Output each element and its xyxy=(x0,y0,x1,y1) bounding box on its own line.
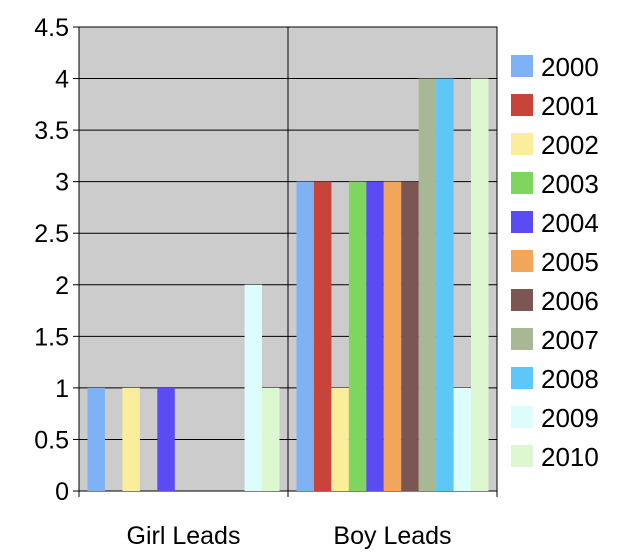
category-label: Girl Leads xyxy=(127,522,241,550)
legend-label: 2009 xyxy=(541,403,599,433)
x-axis-categories: Girl Leads Boy Leads xyxy=(127,522,452,550)
legend: 2000 2001 2002 2003 2004 2005 2006 2007 2008 2009… xyxy=(511,52,599,472)
legend-label: 2001 xyxy=(541,91,599,121)
bar-2006-boy-leads xyxy=(401,181,419,491)
legend-label: 2004 xyxy=(541,208,599,238)
legend-swatch xyxy=(511,55,533,77)
legend-swatch xyxy=(511,406,533,428)
legend-label: 2002 xyxy=(541,130,599,160)
bars xyxy=(87,78,489,492)
bar-2007-boy-leads xyxy=(418,78,437,492)
legend-label: 2000 xyxy=(541,52,599,82)
legend-swatch xyxy=(511,250,533,272)
legend-label: 2008 xyxy=(541,364,599,394)
y-tick-label: 1.5 xyxy=(34,323,69,351)
bar-2000-girl-leads xyxy=(87,387,105,491)
legend-swatch xyxy=(511,172,533,194)
category-label: Boy Leads xyxy=(333,522,451,550)
y-tick-label: 0.5 xyxy=(34,426,69,454)
bar-2009-boy-leads xyxy=(453,387,472,491)
y-tick-label: 4 xyxy=(55,66,69,94)
legend-swatch xyxy=(511,328,533,350)
legend-swatch xyxy=(511,289,533,311)
y-tick-label: 3.5 xyxy=(34,117,69,145)
bar-2003-boy-leads xyxy=(348,181,367,491)
legend-label: 2003 xyxy=(541,169,599,199)
bar-2001-boy-leads xyxy=(313,181,332,491)
y-tick-label: 4.5 xyxy=(34,14,69,42)
y-axis-ticks: 0 0.5 1 1.5 2 2.5 3 3.5 4 4.5 xyxy=(34,14,79,506)
legend-label: 2005 xyxy=(541,247,599,277)
legend-swatch xyxy=(511,367,533,389)
bar-2004-boy-leads xyxy=(366,181,384,491)
legend-swatch xyxy=(511,211,533,233)
bar-2008-boy-leads xyxy=(436,78,454,492)
legend-label: 2007 xyxy=(541,325,599,355)
y-tick-label: 0 xyxy=(55,478,69,506)
y-tick-label: 1 xyxy=(55,375,69,403)
y-tick-label: 2 xyxy=(55,272,69,300)
bar-2004-girl-leads xyxy=(157,387,175,491)
bar-2010-boy-leads xyxy=(471,78,489,492)
y-tick-label: 3 xyxy=(55,169,69,197)
bar-2010-girl-leads xyxy=(262,387,280,491)
bar-2002-girl-leads xyxy=(122,387,140,491)
bar-2000-boy-leads xyxy=(296,181,314,491)
legend-label: 2006 xyxy=(541,286,599,316)
y-tick-label: 2.5 xyxy=(34,220,69,248)
bar-2005-boy-leads xyxy=(383,181,402,491)
bar-2009-girl-leads xyxy=(244,284,263,491)
legend-swatch xyxy=(511,94,533,116)
bar-2002-boy-leads xyxy=(331,387,349,491)
legend-swatch xyxy=(511,445,533,467)
legend-swatch xyxy=(511,133,533,155)
legend-label: 2010 xyxy=(541,442,599,472)
